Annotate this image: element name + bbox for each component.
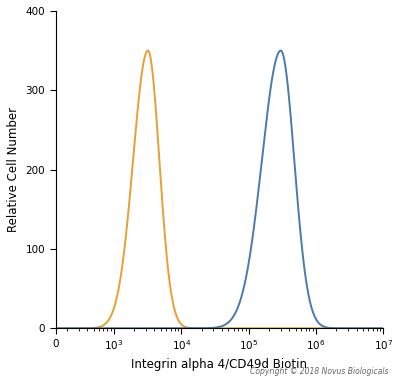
Text: Copyright © 2018 Novus Biologicals: Copyright © 2018 Novus Biologicals [250, 367, 388, 376]
Y-axis label: Relative Cell Number: Relative Cell Number [7, 107, 20, 232]
X-axis label: Integrin alpha 4/CD49d Biotin: Integrin alpha 4/CD49d Biotin [132, 358, 308, 371]
